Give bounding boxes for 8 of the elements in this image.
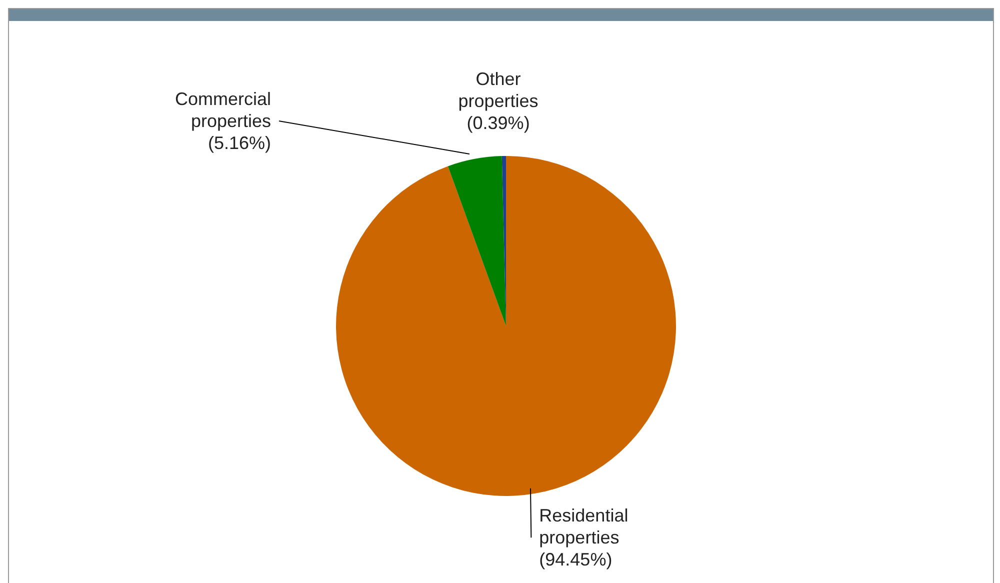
slice-label: Other properties [458, 69, 538, 112]
slice-label: Residential properties [539, 506, 628, 548]
pie-slice [448, 156, 506, 326]
data-label: (5.16%) [208, 133, 271, 153]
pie-slice [336, 156, 676, 496]
slice-label: Commercial properties [174, 89, 271, 131]
data-label: (0.39%) [466, 113, 530, 134]
data-label: (94.45%) [539, 550, 612, 570]
